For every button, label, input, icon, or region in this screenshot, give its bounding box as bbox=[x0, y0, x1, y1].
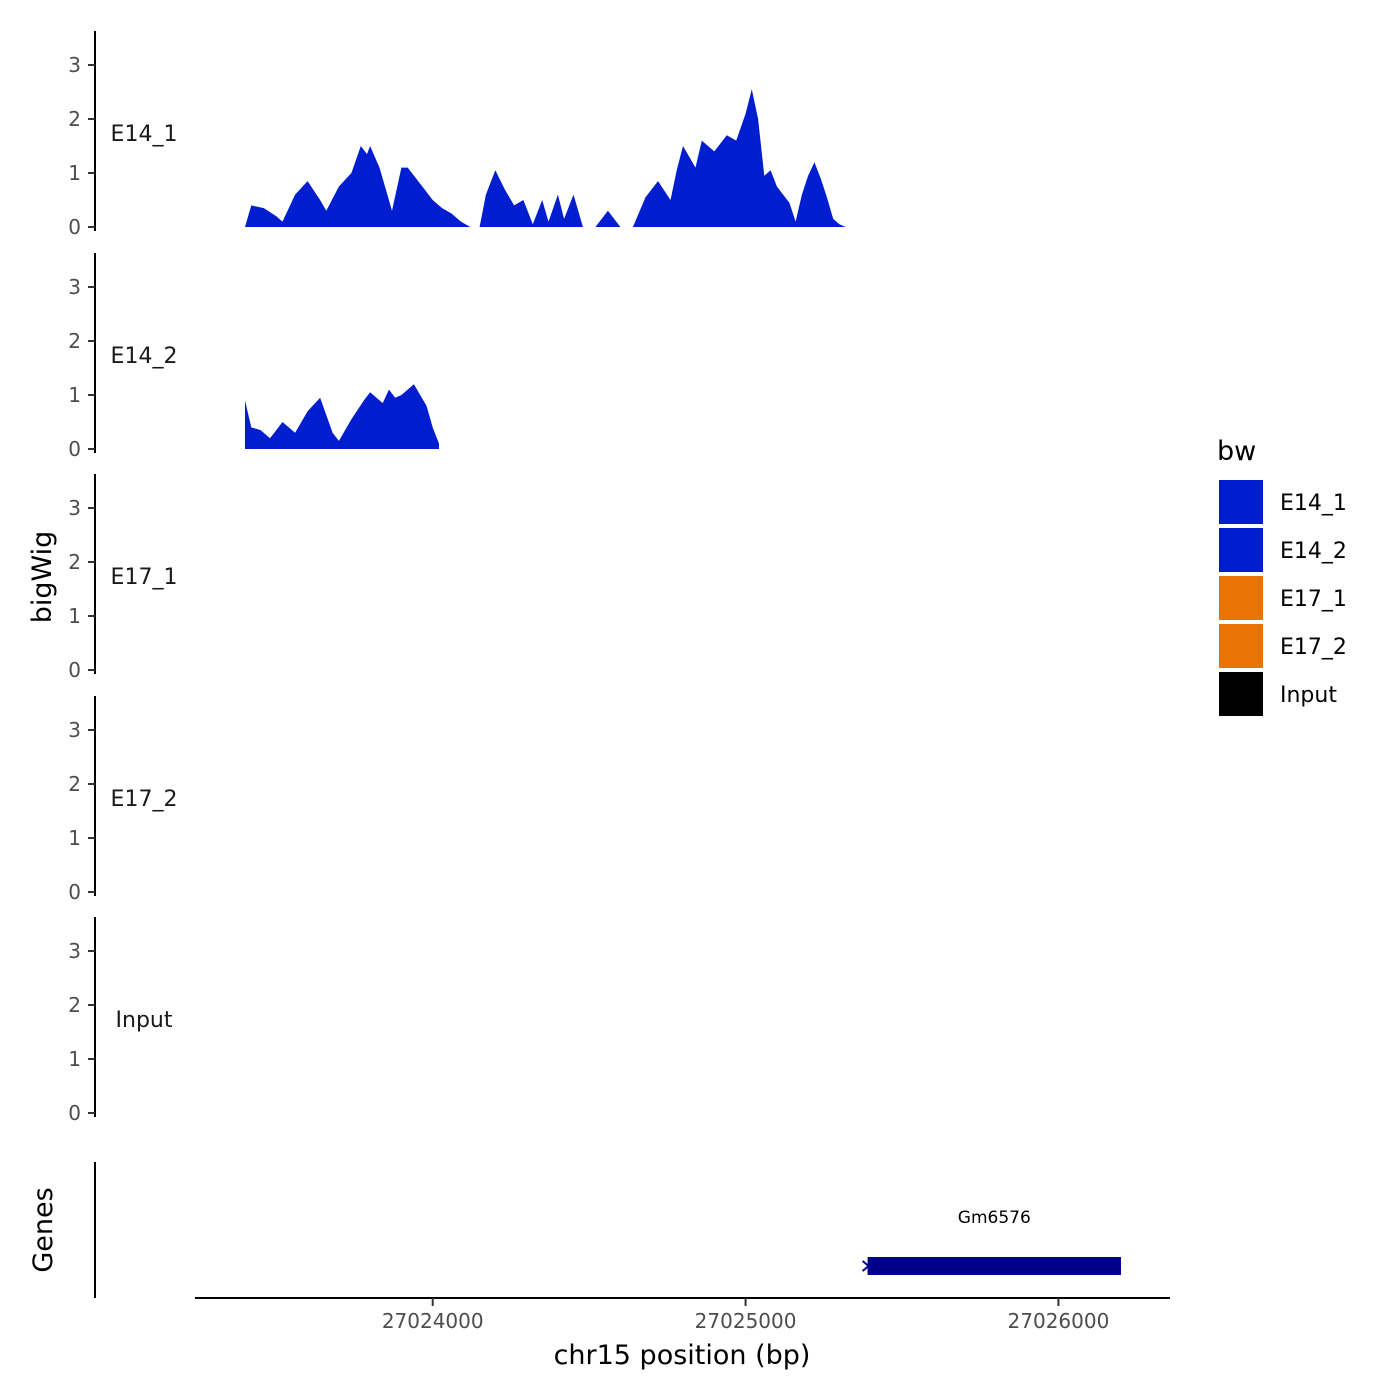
y-tick-label: 1 bbox=[68, 826, 81, 850]
y-tick-label: 0 bbox=[68, 1101, 81, 1125]
y-tick-label: 2 bbox=[68, 993, 81, 1017]
gene-marks: Gm6576 bbox=[861, 1208, 1121, 1275]
y-tick-label: 0 bbox=[68, 880, 81, 904]
legend-key bbox=[1219, 528, 1263, 572]
genes-label: Genes bbox=[28, 1187, 59, 1272]
track-label: E14_2 bbox=[111, 344, 178, 369]
y-tick-label: 2 bbox=[68, 107, 81, 131]
legend-label: E14_2 bbox=[1280, 539, 1347, 564]
legend-label: Input bbox=[1280, 683, 1337, 708]
y-tick-label: 3 bbox=[68, 496, 81, 520]
x-tick-label: 27025000 bbox=[695, 1309, 797, 1333]
signal-area bbox=[595, 210, 621, 227]
legend-label: E14_1 bbox=[1280, 491, 1347, 516]
signal-area bbox=[479, 170, 583, 227]
legend-label: E17_2 bbox=[1280, 635, 1347, 660]
x-axis: chr15 position (bp) 27024000 27025000 2702… bbox=[195, 1297, 1170, 1371]
track-label: E17_2 bbox=[111, 787, 178, 812]
y-tick-label: 2 bbox=[68, 329, 81, 353]
signal-area bbox=[245, 384, 439, 449]
y-tick-label: 1 bbox=[68, 1047, 81, 1071]
gene-strand-mark bbox=[861, 1260, 871, 1272]
signal-area bbox=[245, 146, 471, 227]
legend-key bbox=[1219, 576, 1263, 620]
x-tick-label: 27026000 bbox=[1008, 1309, 1110, 1333]
y-tick-label: 0 bbox=[68, 658, 81, 682]
y-tick-label: 3 bbox=[68, 718, 81, 742]
track-label: Input bbox=[116, 1008, 173, 1033]
track-e17_1: 0 1 2 3 E17_1 bbox=[68, 474, 177, 682]
y-tick-label: 1 bbox=[68, 604, 81, 628]
legend-title: bw bbox=[1217, 436, 1256, 467]
track-e17_2: 0 1 2 3 E17_2 bbox=[68, 696, 177, 904]
legend-label: E17_1 bbox=[1280, 587, 1347, 612]
y-tick-label: 3 bbox=[68, 939, 81, 963]
signal-area bbox=[632, 89, 852, 227]
track-label: E17_1 bbox=[111, 565, 178, 590]
gene-label: Gm6576 bbox=[958, 1208, 1031, 1228]
gene-body bbox=[867, 1257, 1121, 1275]
x-axis-title: chr15 position (bp) bbox=[554, 1340, 811, 1371]
track-e14_1: 0 1 2 3 E14_1 bbox=[68, 31, 852, 239]
y-tick-label: 0 bbox=[68, 437, 81, 461]
legend-key bbox=[1219, 672, 1263, 716]
track-input: 0 1 2 3 Input bbox=[68, 917, 173, 1125]
x-tick-label: 27024000 bbox=[382, 1309, 484, 1333]
track-e14_2: 0 1 2 3 E14_2 bbox=[68, 253, 439, 461]
track-panels: 0 1 2 3 E14_1 0 1 2 3 E14_2 0 1 2 3 E17_1 0 1 2 3 E17_2 0 1 2 3… bbox=[68, 31, 852, 1125]
legend: bw E14_1 E14_2 E17_1 E17_2 Input bbox=[1217, 436, 1347, 716]
y-tick-label: 1 bbox=[68, 383, 81, 407]
legend-key bbox=[1219, 480, 1263, 524]
y-tick-label: 2 bbox=[68, 772, 81, 796]
y-axis-title: bigWig bbox=[27, 531, 58, 624]
y-tick-label: 1 bbox=[68, 161, 81, 185]
y-tick-label: 3 bbox=[68, 275, 81, 299]
y-tick-label: 2 bbox=[68, 550, 81, 574]
y-tick-label: 0 bbox=[68, 215, 81, 239]
legend-key bbox=[1219, 624, 1263, 668]
gene-track: Genes Gm6576 bbox=[28, 1162, 1121, 1298]
track-label: E14_1 bbox=[111, 122, 178, 147]
y-tick-label: 3 bbox=[68, 53, 81, 77]
